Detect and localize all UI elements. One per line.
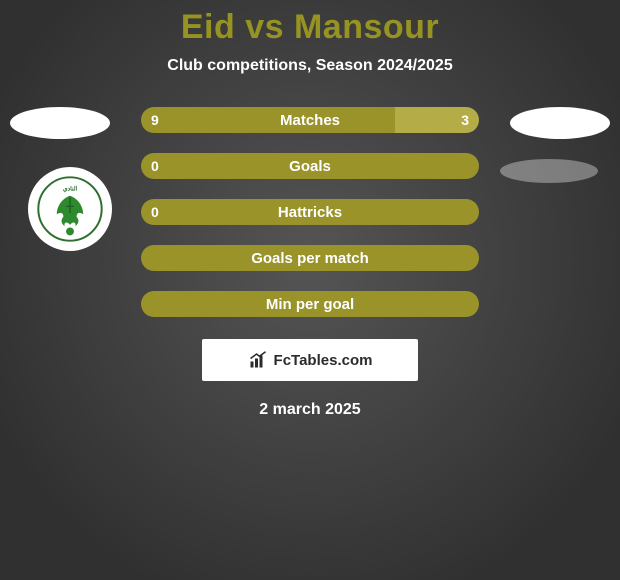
stat-bar-left-fill bbox=[141, 199, 479, 225]
bar-chart-icon bbox=[248, 351, 268, 369]
player-left-oval bbox=[10, 107, 110, 139]
stats-stage: النادي Matches93 Goals0 Hattricks0 Goals pe… bbox=[0, 107, 620, 317]
infographic-root: Eid vs Mansour Club competitions, Season… bbox=[0, 0, 620, 580]
eagle-crest-icon: النادي bbox=[37, 176, 103, 242]
page-title: Eid vs Mansour bbox=[181, 8, 439, 47]
brand-label: FcTables.com bbox=[274, 352, 373, 369]
stat-bar: Min per goal bbox=[141, 291, 479, 317]
stat-bars: Matches93 Goals0 Hattricks0 Goals per match… bbox=[141, 107, 479, 317]
stat-bar-left-fill bbox=[141, 153, 479, 179]
match-date: 2 march 2025 bbox=[259, 401, 360, 419]
stat-bar-left-fill bbox=[141, 291, 479, 317]
subtitle: Club competitions, Season 2024/2025 bbox=[167, 57, 452, 75]
stat-bar: Hattricks0 bbox=[141, 199, 479, 225]
fctables-brand[interactable]: FcTables.com bbox=[202, 339, 418, 381]
svg-text:النادي: النادي bbox=[63, 186, 78, 193]
stat-bar-left-fill bbox=[141, 107, 395, 133]
stat-bar: Goals0 bbox=[141, 153, 479, 179]
player-right-oval bbox=[510, 107, 610, 139]
stat-bar-right-fill bbox=[395, 107, 480, 133]
club-badge-left: النادي bbox=[28, 167, 112, 251]
player-right-shadow bbox=[500, 159, 598, 183]
stat-bar: Matches93 bbox=[141, 107, 479, 133]
stat-bar-left-fill bbox=[141, 245, 479, 271]
stat-bar: Goals per match bbox=[141, 245, 479, 271]
